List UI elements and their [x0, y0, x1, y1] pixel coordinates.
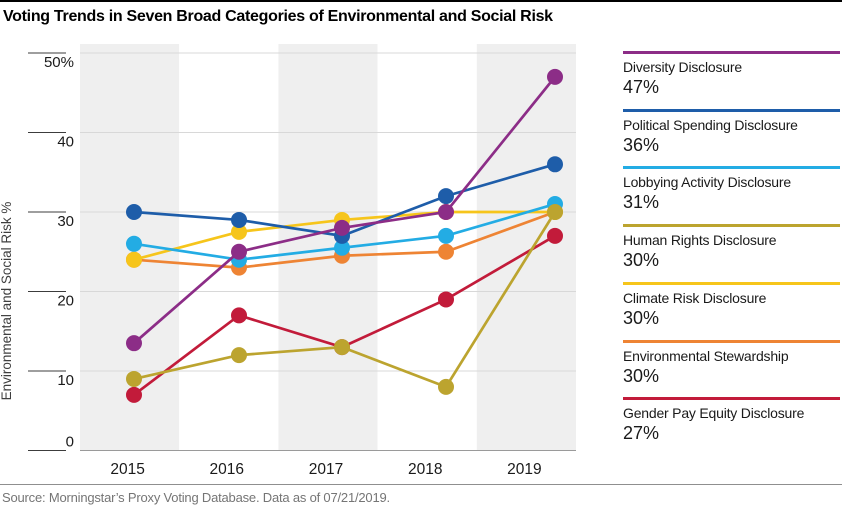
y-tick-label-30: 30	[57, 213, 74, 230]
point-human-rights-disclosure-2016	[231, 347, 247, 364]
point-political-spending-disclosure-2015	[126, 204, 142, 220]
point-diversity-disclosure-2019	[547, 68, 563, 85]
point-political-spending-disclosure-2019	[547, 156, 563, 173]
point-lobbying-activity-disclosure-2017	[334, 239, 350, 256]
y-tick-label-10: 10	[57, 372, 74, 389]
series-diversity-disclosure	[126, 68, 563, 352]
legend-color-rule-climate-risk-disclosure	[623, 281, 840, 285]
legend-value-climate-risk-disclosure: 30%	[623, 307, 660, 328]
legend-item-political-spending-disclosure: Political Spending Disclosure 36%	[623, 108, 840, 156]
point-diversity-disclosure-2018	[438, 204, 454, 220]
x-tick-label-2016: 2016	[210, 461, 244, 478]
legend-color-rule-diversity-disclosure	[623, 51, 840, 54]
legend-item-climate-risk-disclosure: Climate Risk Disclosure 30%	[623, 281, 840, 329]
y-tick-label-0: 0	[66, 434, 74, 451]
legend-color-rule-human-rights-disclosure	[623, 224, 840, 228]
point-lobbying-activity-disclosure-2015	[126, 235, 142, 252]
legend-label-human-rights-disclosure: Human Rights Disclosure	[623, 232, 777, 249]
legend-item-human-rights-disclosure: Human Rights Disclosure 30%	[623, 224, 840, 271]
x-tick-label-2017: 2017	[309, 461, 343, 478]
x-tick-label-2018: 2018	[408, 461, 442, 478]
point-human-rights-disclosure-2017	[334, 339, 350, 356]
point-political-spending-disclosure-2016	[231, 211, 247, 228]
y-tick-label-50: 50%	[44, 54, 74, 71]
source-divider	[0, 484, 842, 485]
legend-label-lobbying-activity-disclosure: Lobbying Activity Disclosure	[623, 174, 791, 191]
point-diversity-disclosure-2017	[334, 219, 350, 236]
point-diversity-disclosure-2016	[231, 243, 247, 260]
source-note: Source: Morningstar’s Proxy Voting Datab…	[2, 490, 390, 505]
legend-color-rule-political-spending-disclosure	[623, 108, 840, 112]
x-tick-label-2015: 2015	[110, 461, 144, 478]
y-axis-title: Environmental and Social Risk %	[0, 202, 14, 401]
legend-item-environmental-stewardship: Environmental Stewardship 30%	[623, 339, 840, 387]
legend-label-political-spending-disclosure: Political Spending Disclosure	[623, 116, 798, 133]
point-gender-pay-equity-disclosure-2016	[231, 307, 247, 324]
legend-item-gender-pay-equity-disclosure: Gender Pay Equity Disclosure 27%	[623, 397, 840, 444]
top-border	[0, 0, 842, 2]
point-gender-pay-equity-disclosure-2019	[547, 227, 563, 244]
legend-value-diversity-disclosure: 47%	[623, 77, 660, 97]
point-human-rights-disclosure-2019	[547, 204, 563, 220]
legend-value-environmental-stewardship: 30%	[623, 365, 660, 386]
point-gender-pay-equity-disclosure-2018	[438, 291, 454, 308]
series-human-rights-disclosure	[126, 204, 563, 395]
legend-value-gender-pay-equity-disclosure: 27%	[623, 423, 660, 444]
y-tick-label-40: 40	[57, 134, 74, 151]
legend-label-gender-pay-equity-disclosure: Gender Pay Equity Disclosure	[623, 405, 805, 422]
legend-item-diversity-disclosure: Diversity Disclosure 47%	[623, 51, 840, 98]
legend-value-political-spending-disclosure: 36%	[623, 134, 660, 155]
chart-title: Voting Trends in Seven Broad Categories …	[3, 8, 553, 25]
point-political-spending-disclosure-2018	[438, 188, 454, 205]
point-diversity-disclosure-2015	[126, 335, 142, 352]
legend-color-rule-gender-pay-equity-disclosure	[623, 397, 840, 401]
legend-label-environmental-stewardship: Environmental Stewardship	[623, 347, 789, 364]
x-tick-label-2019: 2019	[507, 461, 541, 478]
legend-value-lobbying-activity-disclosure: 31%	[623, 192, 660, 213]
chart-legend: Diversity Disclosure 47% Political Spendin…	[623, 0, 842, 468]
point-environmental-stewardship-2018	[438, 243, 454, 260]
year-band-2019	[476, 44, 576, 451]
point-climate-risk-disclosure-2016	[231, 223, 247, 240]
point-human-rights-disclosure-2015	[126, 370, 142, 387]
legend-label-climate-risk-disclosure: Climate Risk Disclosure	[623, 289, 767, 306]
legend-item-lobbying-activity-disclosure: Lobbying Activity Disclosure 31%	[623, 166, 840, 213]
legend-color-rule-environmental-stewardship	[623, 339, 840, 343]
y-tick-label-20: 20	[57, 293, 74, 310]
point-gender-pay-equity-disclosure-2015	[126, 386, 142, 403]
point-climate-risk-disclosure-2015	[126, 251, 142, 268]
legend-color-rule-lobbying-activity-disclosure	[623, 166, 840, 170]
point-lobbying-activity-disclosure-2018	[438, 227, 454, 244]
year-band-2017	[278, 44, 378, 451]
point-human-rights-disclosure-2018	[438, 378, 454, 395]
legend-label-diversity-disclosure: Diversity Disclosure	[623, 59, 742, 75]
legend-value-human-rights-disclosure: 30%	[623, 250, 660, 271]
